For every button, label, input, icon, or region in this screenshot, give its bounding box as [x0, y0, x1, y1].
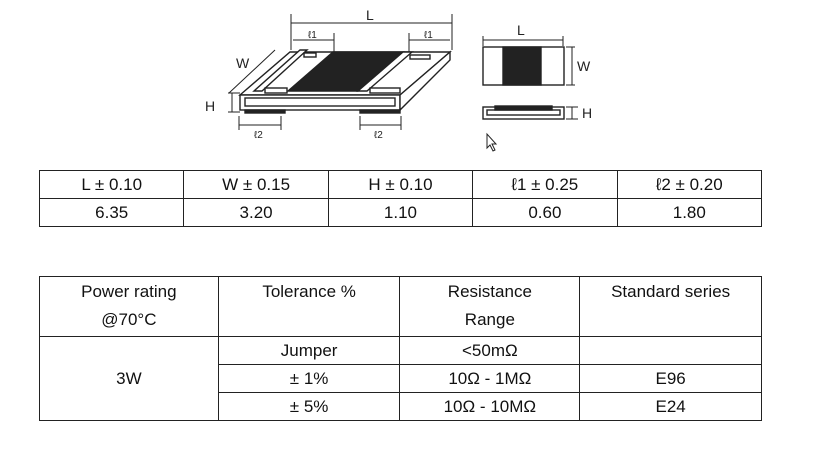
dimensions-value-row: 6.35 3.20 1.10 0.60 1.80 — [38, 198, 763, 227]
header-range-line1: Resistance — [447, 282, 532, 301]
mouse-cursor-icon — [486, 132, 498, 152]
label-l2-right: ℓ2 — [374, 130, 383, 141]
specification-table: Power rating @70°C Tolerance % Resistance… — [39, 276, 762, 421]
top-and-side-view — [482, 36, 578, 120]
table-row: ± 1% 10Ω - 1MΩ E96 — [40, 364, 762, 393]
label-l2-left: ℓ2 — [254, 130, 263, 141]
resistor-dimension-diagram: L ℓ1 ℓ1 W H ℓ2 ℓ2 L W H — [205, 7, 592, 152]
range-cell: <50mΩ — [399, 336, 581, 365]
range-cell: 10Ω - 10MΩ — [399, 392, 581, 421]
value-H: 1.10 — [327, 198, 474, 227]
value-l2: 1.80 — [616, 198, 763, 227]
tolerance-cell: ± 1% — [217, 364, 401, 393]
label-H: H — [205, 98, 215, 114]
table-row: ± 5% 10Ω - 10MΩ E24 — [40, 392, 762, 421]
label-L: L — [366, 7, 374, 23]
tolerance-cell: ± 5% — [217, 392, 401, 421]
header-standard-series: Standard series — [579, 276, 762, 337]
power-value: 3W — [39, 336, 219, 421]
range-cell: 10Ω - 1MΩ — [399, 364, 581, 393]
value-W: 3.20 — [183, 198, 329, 227]
label-W: W — [236, 55, 250, 71]
tolerance-cell: Jumper — [217, 336, 401, 365]
value-l1: 0.60 — [472, 198, 618, 227]
header-power-line2: @70°C — [101, 310, 157, 329]
label-l1-right: ℓ1 — [424, 30, 433, 41]
header-H: H ± 0.10 — [327, 170, 474, 199]
dimensions-table: L ± 0.10 W ± 0.15 H ± 0.10 ℓ1 ± 0.25 ℓ2 … — [38, 170, 763, 227]
header-l1: ℓ1 ± 0.25 — [472, 170, 618, 199]
label-l1-left: ℓ1 — [308, 30, 317, 41]
value-L: 6.35 — [38, 198, 185, 227]
label-H-side-view: H — [582, 105, 592, 121]
header-l2: ℓ2 ± 0.20 — [616, 170, 763, 199]
label-L-top-view: L — [517, 22, 525, 38]
series-cell: E24 — [579, 392, 762, 421]
header-power-line1: Power rating — [81, 282, 177, 301]
series-cell: E96 — [579, 364, 762, 393]
header-range-line2: Range — [464, 310, 515, 329]
header-power-rating: Power rating @70°C — [39, 276, 219, 337]
isometric-view — [228, 14, 453, 130]
header-resistance-range: Resistance Range — [399, 276, 581, 337]
header-W: W ± 0.15 — [183, 170, 329, 199]
header-tolerance: Tolerance % — [217, 276, 401, 337]
label-W-top-view: W — [577, 58, 591, 74]
series-cell — [579, 336, 762, 365]
top-view-element — [502, 46, 542, 86]
table-row: 3W Jumper <50mΩ — [39, 336, 762, 421]
header-L: L ± 0.10 — [38, 170, 185, 199]
spec-header-row: Power rating @70°C Tolerance % Resistance… — [39, 276, 762, 337]
dimensions-header-row: L ± 0.10 W ± 0.15 H ± 0.10 ℓ1 ± 0.25 ℓ2 … — [38, 170, 763, 199]
